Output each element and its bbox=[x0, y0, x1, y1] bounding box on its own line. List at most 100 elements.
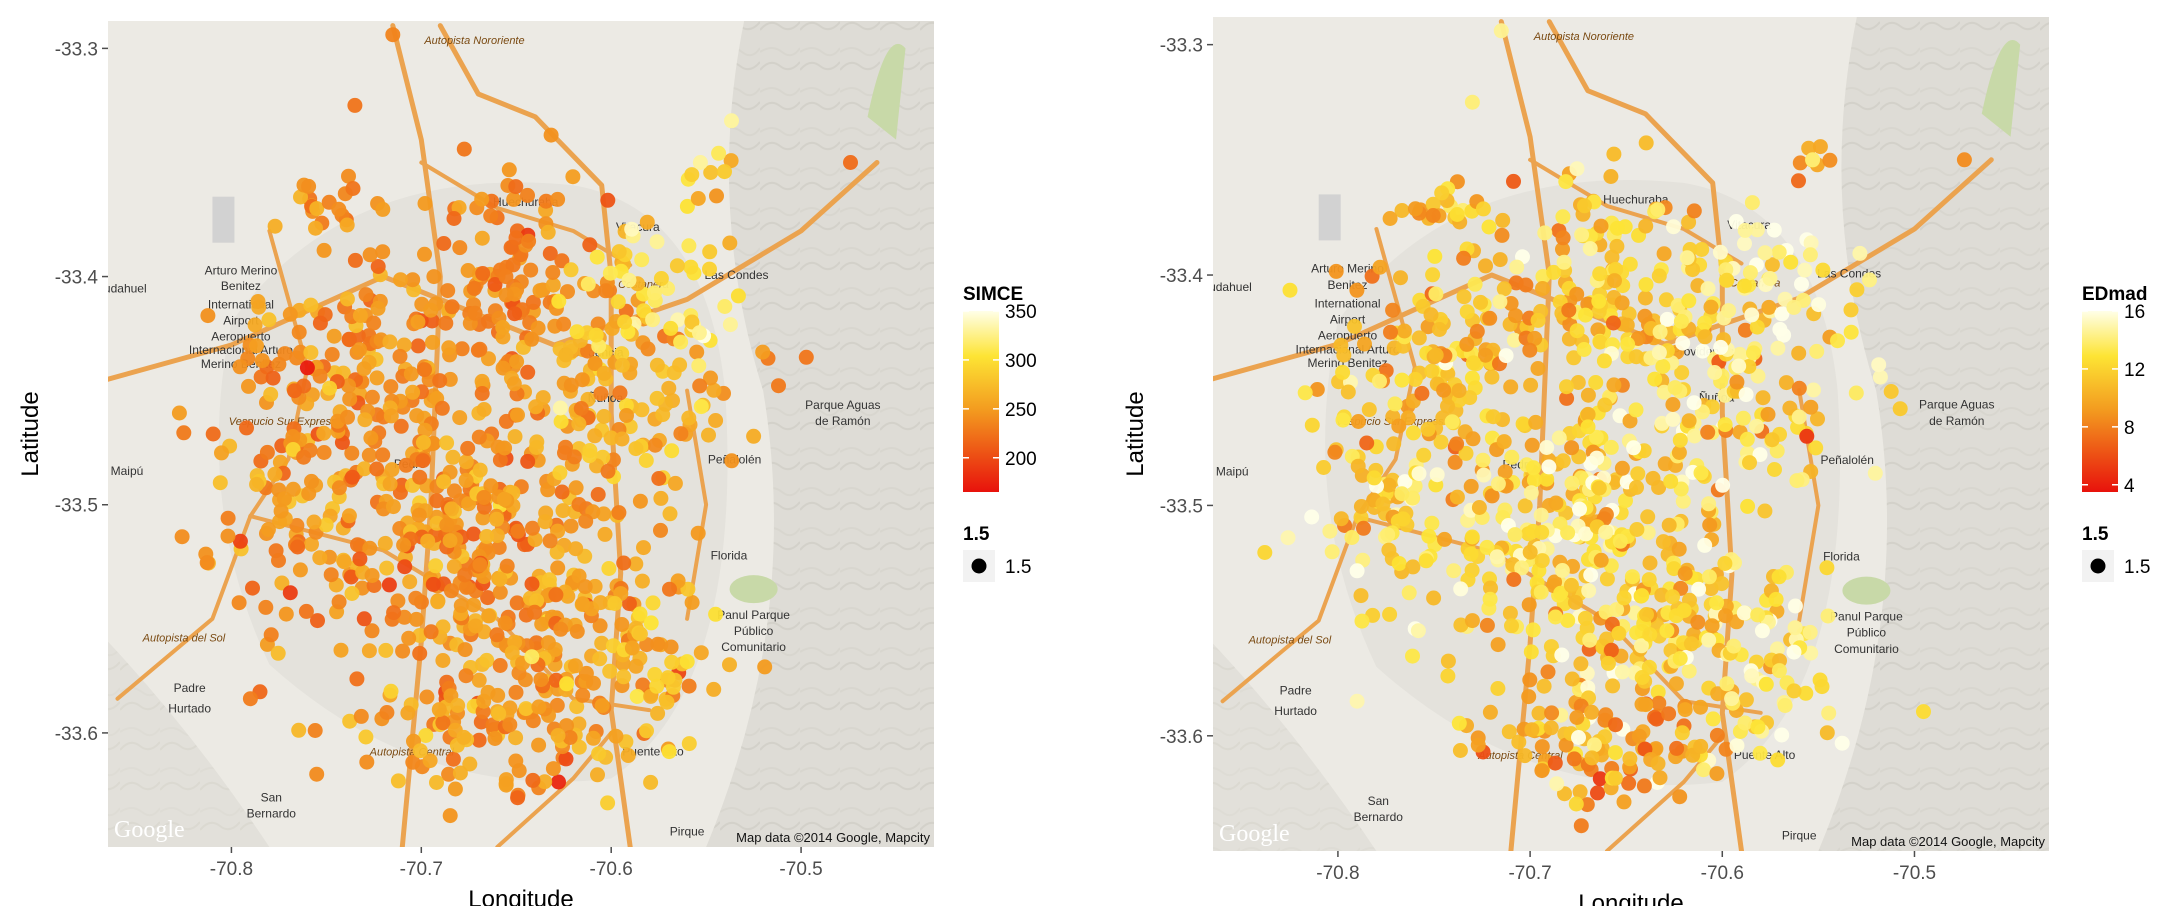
data-point bbox=[176, 425, 192, 441]
data-point bbox=[1536, 678, 1552, 694]
data-point bbox=[1420, 319, 1436, 335]
data-point bbox=[1387, 396, 1403, 412]
data-point bbox=[504, 645, 520, 661]
data-point bbox=[664, 654, 680, 670]
data-point bbox=[1559, 379, 1574, 395]
place-label: Hurtado bbox=[168, 701, 211, 715]
data-point bbox=[1761, 299, 1777, 315]
data-point bbox=[200, 308, 216, 324]
data-point bbox=[383, 683, 399, 699]
data-point bbox=[324, 347, 340, 362]
data-point bbox=[356, 611, 372, 627]
data-point bbox=[396, 337, 412, 353]
data-point bbox=[1666, 561, 1682, 577]
data-point bbox=[529, 593, 545, 609]
data-point bbox=[1665, 411, 1681, 427]
data-point bbox=[1440, 653, 1456, 669]
colorbar-label: 16 bbox=[2124, 302, 2145, 323]
data-point bbox=[438, 315, 454, 331]
data-point bbox=[578, 513, 594, 529]
data-point bbox=[650, 705, 666, 721]
data-point bbox=[1791, 345, 1807, 361]
data-point bbox=[1677, 566, 1693, 582]
place-label: Maipú bbox=[1216, 464, 1249, 478]
data-point bbox=[1604, 249, 1620, 265]
data-point bbox=[1717, 556, 1733, 571]
place-label: Benitez bbox=[221, 279, 261, 293]
data-point bbox=[1673, 313, 1689, 329]
data-point bbox=[1564, 440, 1580, 456]
data-point bbox=[510, 790, 526, 806]
data-point bbox=[1411, 466, 1427, 482]
data-point bbox=[489, 511, 505, 527]
data-point bbox=[1810, 411, 1825, 427]
data-point bbox=[639, 723, 654, 739]
data-point bbox=[603, 430, 619, 446]
data-point bbox=[326, 328, 342, 344]
data-point bbox=[1892, 401, 1908, 417]
data-point bbox=[551, 774, 566, 790]
data-point bbox=[525, 294, 541, 310]
data-point bbox=[724, 453, 740, 469]
legend-title: SIMCE bbox=[963, 284, 1023, 305]
data-point bbox=[1534, 739, 1550, 755]
data-point bbox=[492, 571, 508, 587]
data-point bbox=[1749, 319, 1765, 335]
data-point bbox=[1459, 304, 1475, 320]
data-point bbox=[667, 475, 683, 491]
data-point bbox=[358, 287, 374, 303]
data-point bbox=[1652, 324, 1668, 340]
data-point bbox=[1681, 293, 1697, 309]
data-point bbox=[471, 672, 487, 688]
size-legend: 1.5 1.5 bbox=[963, 524, 1031, 582]
data-point bbox=[711, 145, 727, 161]
place-label: Panul Parque bbox=[1830, 610, 1903, 624]
data-point bbox=[683, 259, 699, 275]
data-point bbox=[1819, 560, 1835, 576]
data-point bbox=[472, 341, 488, 357]
data-point bbox=[616, 555, 632, 571]
data-point bbox=[1768, 591, 1784, 607]
data-point bbox=[303, 345, 319, 361]
data-point bbox=[479, 529, 495, 544]
data-point bbox=[653, 522, 668, 538]
data-point bbox=[1693, 699, 1708, 715]
data-point bbox=[1394, 372, 1410, 388]
data-point bbox=[445, 751, 461, 767]
data-point bbox=[1463, 478, 1479, 494]
data-point bbox=[1537, 225, 1553, 241]
data-point bbox=[1591, 480, 1607, 496]
data-point bbox=[444, 501, 459, 517]
data-point bbox=[1386, 436, 1402, 452]
data-point bbox=[1791, 409, 1807, 425]
data-point bbox=[1551, 430, 1567, 446]
data-point bbox=[1560, 613, 1576, 628]
data-point bbox=[353, 708, 369, 724]
data-point bbox=[1428, 286, 1444, 302]
data-point bbox=[1650, 202, 1666, 218]
data-point bbox=[1736, 605, 1752, 621]
data-point bbox=[296, 449, 312, 465]
data-point bbox=[1618, 493, 1633, 509]
colorbar bbox=[2082, 311, 2118, 492]
data-point bbox=[1650, 756, 1666, 772]
place-label: Maipú bbox=[111, 464, 144, 478]
data-point bbox=[1724, 691, 1740, 707]
data-point bbox=[703, 370, 718, 386]
data-point bbox=[258, 599, 274, 615]
data-point bbox=[1642, 627, 1658, 642]
data-point bbox=[1391, 556, 1407, 571]
y-tick-label: -33.6 bbox=[1160, 727, 1203, 748]
data-point bbox=[1394, 203, 1410, 218]
data-point bbox=[1645, 470, 1661, 486]
data-point bbox=[1350, 458, 1366, 474]
data-point bbox=[392, 348, 408, 364]
park-panul bbox=[1842, 576, 1891, 605]
data-point bbox=[345, 181, 361, 196]
data-point bbox=[439, 517, 455, 533]
data-point bbox=[520, 453, 536, 469]
data-point bbox=[393, 272, 408, 288]
colorbar bbox=[963, 311, 999, 492]
data-point bbox=[1713, 339, 1729, 355]
data-point bbox=[1772, 321, 1788, 337]
